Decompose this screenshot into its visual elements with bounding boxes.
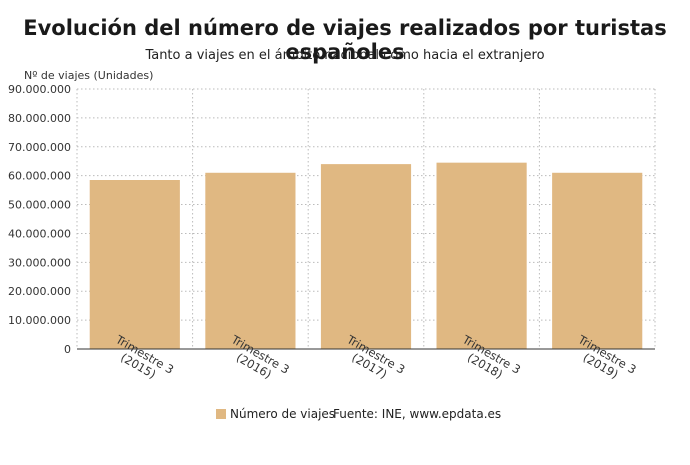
y-tick-label: 30.000.000 [8,256,71,269]
y-tick-labels: 0 10.000.000 20.000.000 30.000.000 40.000.00… [8,83,71,356]
y-tick-label: 80.000.000 [8,112,71,125]
y-tick-label: 70.000.000 [8,141,71,154]
y-tick-label: 10.000.000 [8,314,71,327]
chart-title: Evolución del número de viajes realizado… [23,16,667,64]
bar [552,172,643,349]
bars [89,162,643,349]
legend: Número de viajes Fuente: INE, www.epdata… [216,407,501,421]
legend-label: Número de viajes [230,407,335,421]
y-tick-label: 90.000.000 [8,83,71,96]
bar [89,180,180,349]
y-tick-label: 50.000.000 [8,199,71,212]
chart-subtitle: Tanto a viajes en el ámbito nacional com… [145,48,545,63]
y-tick-label: 0 [64,343,71,356]
y-tick-label: 60.000.000 [8,170,71,183]
source-label: Fuente: INE, www.epdata.es [333,407,501,421]
y-tick-label: 20.000.000 [8,285,71,298]
y-tick-label: 40.000.000 [8,227,71,240]
bar [205,172,296,349]
y-axis-label: Nº de viajes (Unidades) [24,69,153,82]
bar [320,164,412,349]
legend-swatch [216,409,226,419]
bar [436,162,527,349]
